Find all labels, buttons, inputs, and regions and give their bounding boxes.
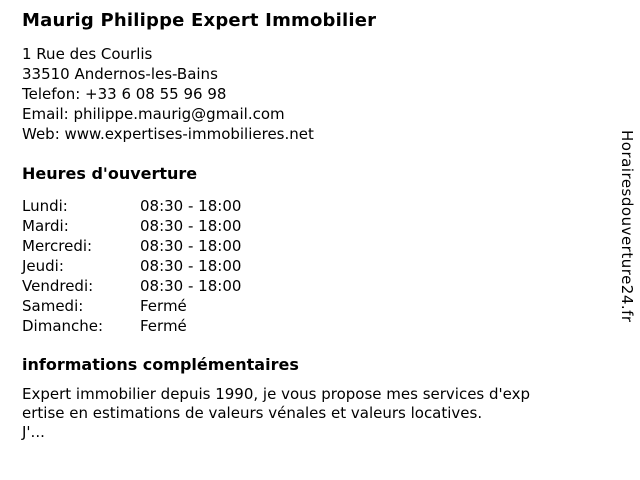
time-value: Fermé (140, 317, 187, 335)
hours-row-tuesday: Mardi: 08:30 - 18:00 (22, 216, 640, 236)
time-value: 08:30 - 18:00 (140, 277, 242, 295)
info-text-line-2: ertise en estimations de valeurs vénales… (22, 404, 483, 422)
time-value: 08:30 - 18:00 (140, 257, 242, 275)
hours-row-friday: Vendredi: 08:30 - 18:00 (22, 276, 640, 296)
hours-row-thursday: Jeudi: 08:30 - 18:00 (22, 256, 640, 276)
day-label: Mardi: (22, 217, 69, 235)
contact-info: 1 Rue des Courlis 33510 Andernos-les-Bai… (22, 44, 640, 144)
info-text-line-1: Expert immobilier depuis 1990, je vous p… (22, 385, 531, 403)
time-value: 08:30 - 18:00 (140, 237, 242, 255)
page-title: Maurig Philippe Expert Immobilier (22, 10, 377, 31)
phone-line: Telefon: +33 6 08 55 96 98 (22, 85, 227, 103)
info-text-line-3: J'... (22, 423, 45, 441)
hours-row-saturday: Samedi: Fermé (22, 296, 640, 316)
site-watermark: Horairesdouverture24.fr (618, 130, 636, 323)
day-label: Vendredi: (22, 277, 94, 295)
day-label: Jeudi: (22, 257, 64, 275)
additional-info-text: Expert immobilier depuis 1990, je vous p… (22, 385, 640, 442)
hours-row-wednesday: Mercredi: 08:30 - 18:00 (22, 236, 640, 256)
listing-page: Maurig Philippe Expert Immobilier 1 Rue … (22, 10, 640, 442)
additional-info-heading: informations complémentaires (22, 355, 299, 374)
email-line: Email: philippe.maurig@gmail.com (22, 105, 285, 123)
hours-row-monday: Lundi: 08:30 - 18:00 (22, 196, 640, 216)
address-line-2: 33510 Andernos-les-Bains (22, 65, 218, 83)
website-line: Web: www.expertises-immobilieres.net (22, 125, 314, 143)
hours-row-sunday: Dimanche: Fermé (22, 316, 640, 336)
opening-hours-table: Lundi: 08:30 - 18:00 Mardi: 08:30 - 18:0… (22, 196, 640, 336)
day-label: Mercredi: (22, 237, 93, 255)
day-label: Dimanche: (22, 317, 104, 335)
day-label: Lundi: (22, 197, 68, 215)
time-value: Fermé (140, 297, 187, 315)
time-value: 08:30 - 18:00 (140, 217, 242, 235)
time-value: 08:30 - 18:00 (140, 197, 242, 215)
opening-hours-heading: Heures d'ouverture (22, 164, 198, 183)
address-line-1: 1 Rue des Courlis (22, 45, 153, 63)
day-label: Samedi: (22, 297, 84, 315)
